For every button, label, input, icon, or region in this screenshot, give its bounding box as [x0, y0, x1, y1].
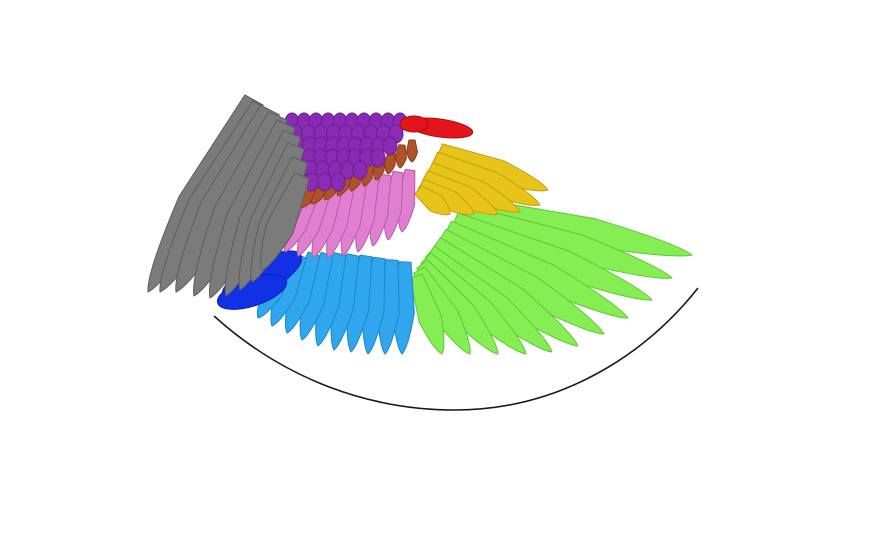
- lesser-covert-feather: [330, 172, 346, 192]
- lesser-covert-feather: [352, 160, 368, 180]
- primary-feather: [459, 204, 673, 279]
- primary-feather: [444, 220, 629, 319]
- median-covert-feather: [383, 150, 396, 175]
- primary-feather: [409, 273, 445, 355]
- leading-edge-feather: [399, 115, 429, 133]
- primary-feather: [451, 212, 653, 301]
- primary-coverts-group: [414, 143, 549, 216]
- lesser-covert-feather: [382, 136, 398, 156]
- primaries-group: [409, 197, 693, 355]
- secondaries-group: [256, 251, 415, 355]
- scapular-group: [147, 94, 310, 299]
- lesser-covert-feather: [317, 172, 333, 192]
- primary-covert-feather: [414, 185, 451, 216]
- scapular-feather: [260, 172, 310, 271]
- lesser-covert-feather: [370, 148, 386, 168]
- primary-feather: [467, 197, 693, 257]
- leading-edge-group: [399, 115, 474, 139]
- greater-coverts-group: [273, 168, 416, 259]
- primary-feather: [437, 228, 605, 335]
- median-covert-feather: [394, 144, 407, 169]
- median-covert-feather: [406, 139, 418, 163]
- primary-covert-feather: [417, 178, 475, 216]
- wing-outline-curve: [213, 287, 699, 411]
